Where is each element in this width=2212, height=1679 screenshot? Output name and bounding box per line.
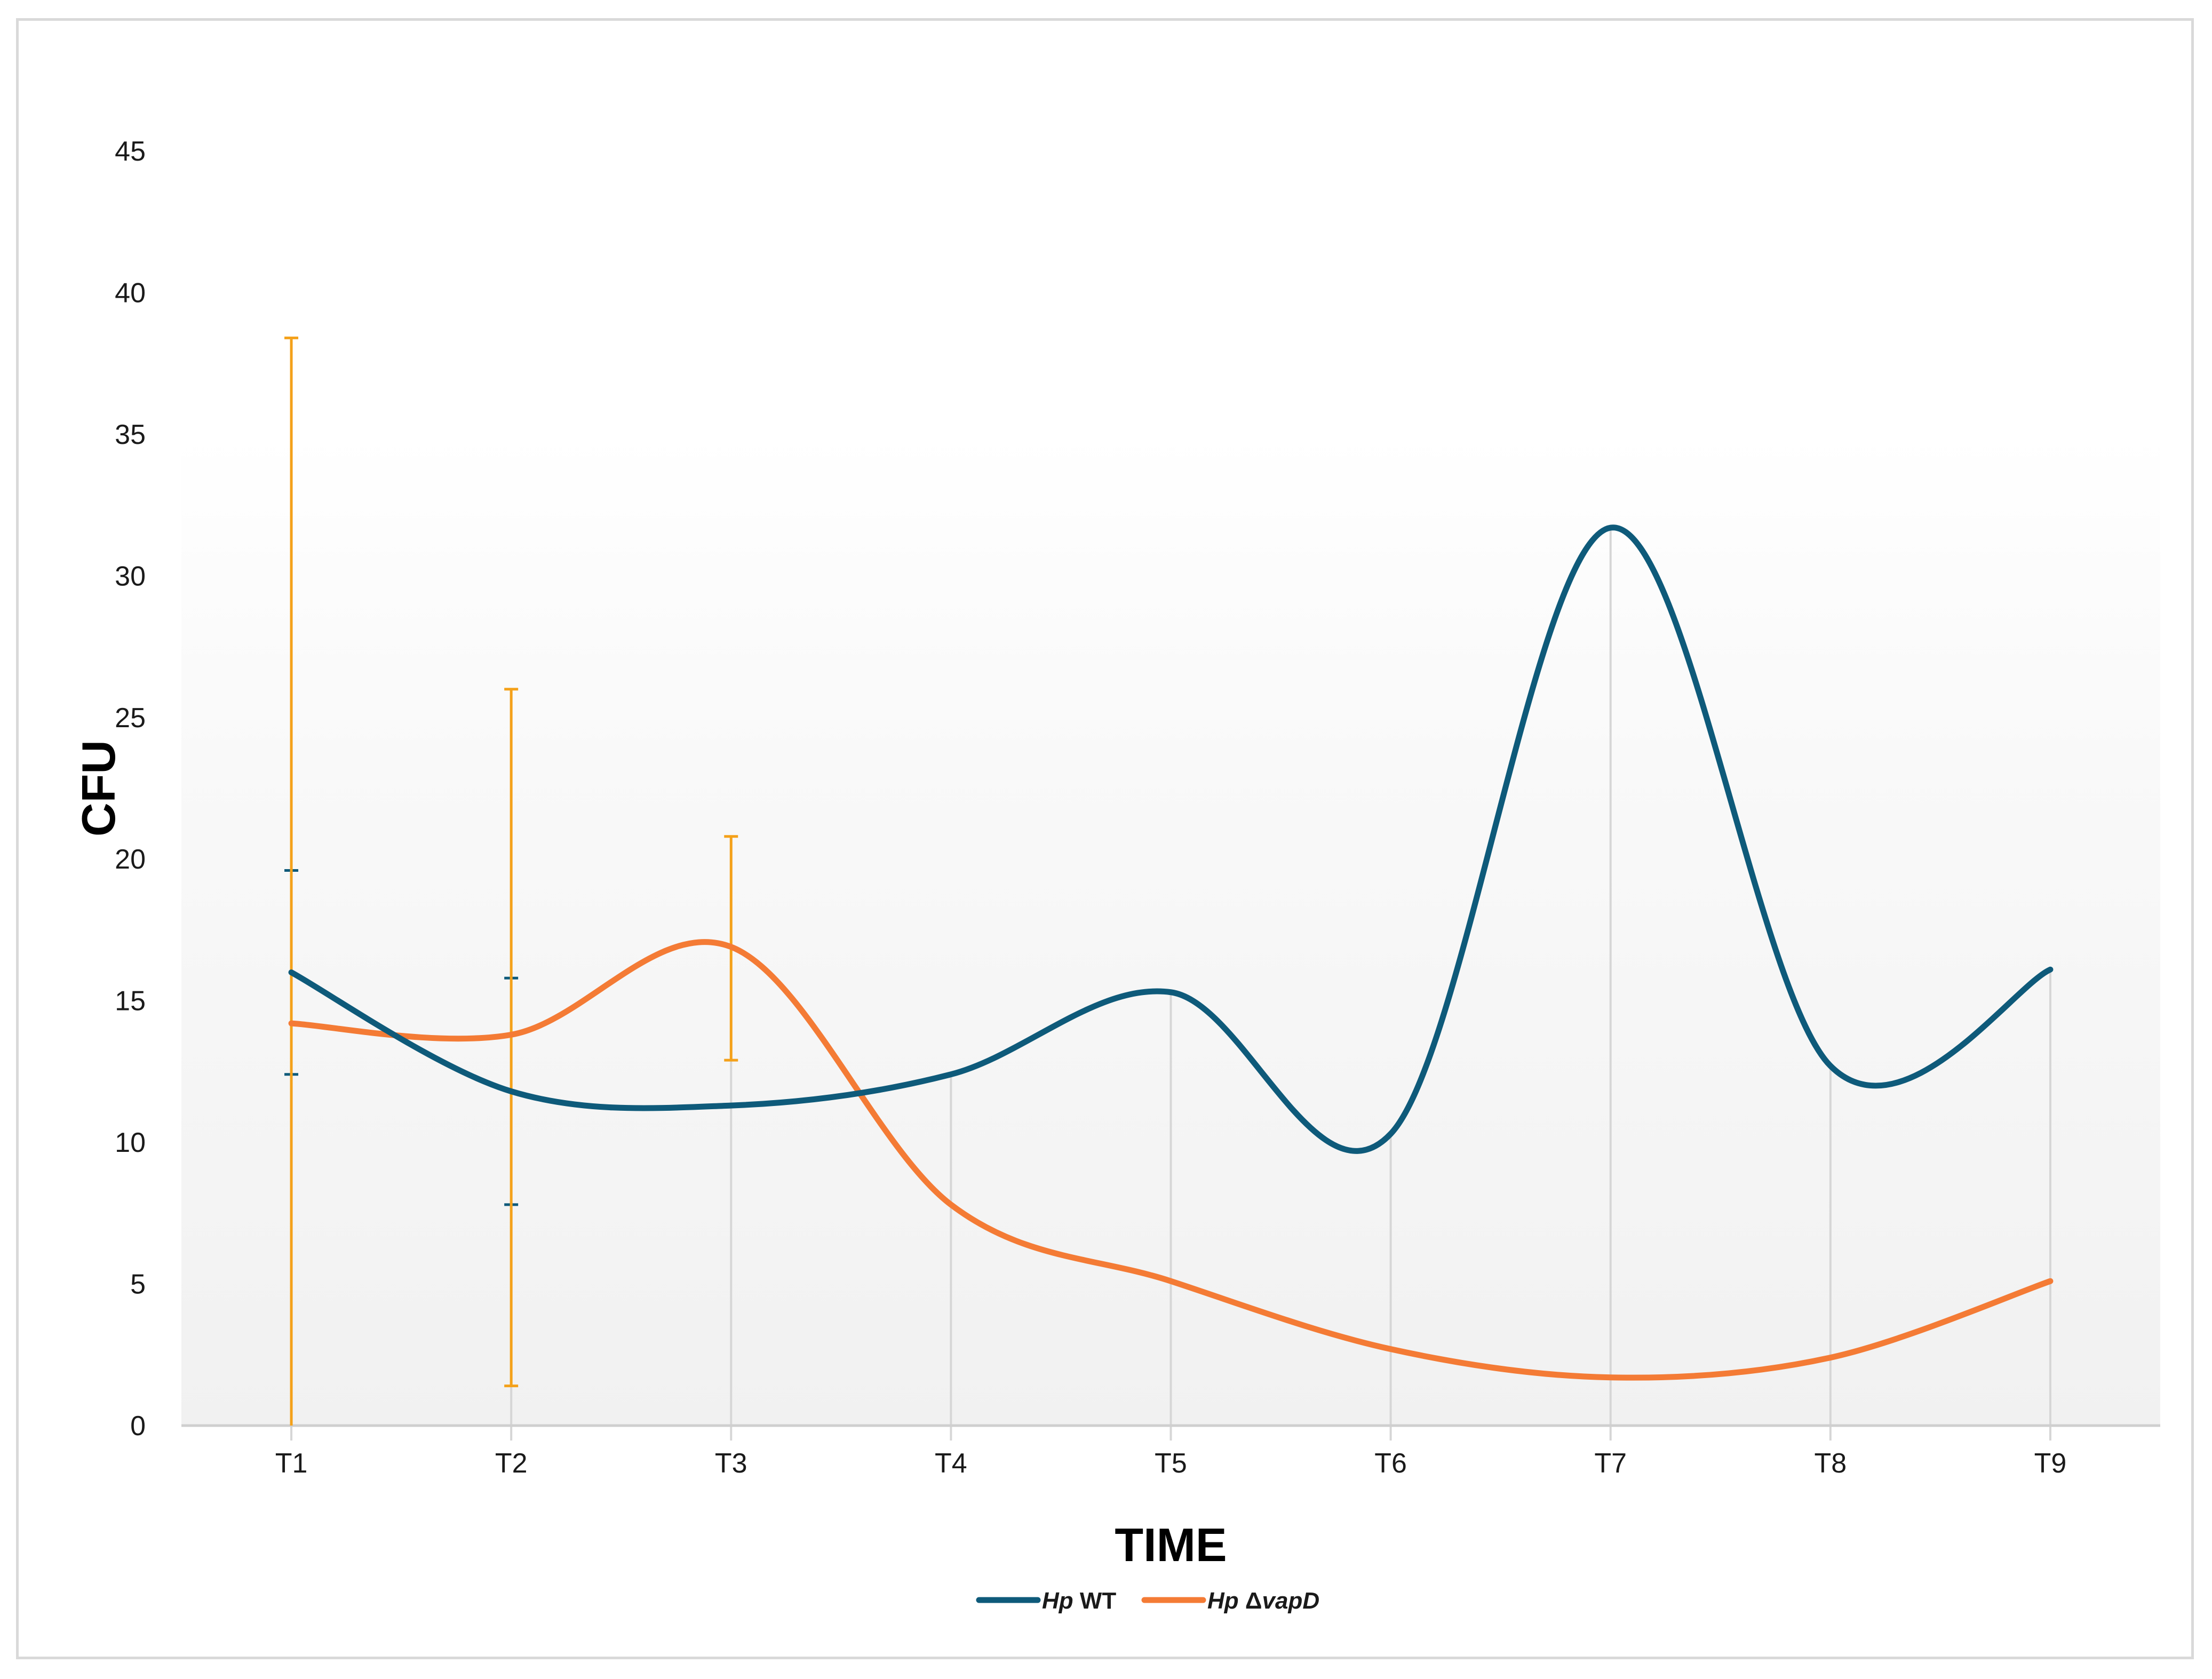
x-axis-title: TIME xyxy=(1115,1518,1227,1571)
legend-label: Hp ΔvapD xyxy=(1207,1588,1319,1614)
tick-labels: 0 5 10 15 20 25 30 35 40 45 T1 T2 T3 T4 T5 T6 T7 T8 T9 xyxy=(115,136,2066,1479)
x-tick-label: T1 xyxy=(275,1448,308,1479)
y-tick-label: 25 xyxy=(115,703,146,734)
x-tick-label: T2 xyxy=(495,1448,528,1479)
legend: Hp WT Hp ΔvapD xyxy=(976,1588,1319,1614)
y-tick-label: 45 xyxy=(115,136,146,167)
y-tick-label: 0 xyxy=(130,1411,146,1442)
line-chart: 0 5 10 15 20 25 30 35 40 45 T1 T2 T3 T4 T5 T6 T7 T8 T9 CFU… xyxy=(72,136,2160,1614)
series-lines xyxy=(288,524,2054,1381)
legend-label: Hp WT xyxy=(1042,1588,1116,1614)
y-tick-label: 35 xyxy=(115,419,146,450)
chart-frame: 0 5 10 15 20 25 30 35 40 45 T1 T2 T3 T4 T5 T6 T7 T8 T9 CFU… xyxy=(16,18,2194,1659)
y-tick-label: 40 xyxy=(115,277,146,308)
x-tick-label: T8 xyxy=(1814,1448,1847,1479)
series-line xyxy=(288,524,2054,1154)
y-tick-label: 5 xyxy=(130,1269,146,1300)
y-tick-label: 20 xyxy=(115,844,146,875)
x-tick-label: T7 xyxy=(1594,1448,1627,1479)
y-tick-label: 15 xyxy=(115,986,146,1017)
y-tick-label: 10 xyxy=(115,1127,146,1158)
series-line xyxy=(288,939,2054,1381)
x-tick-label: T9 xyxy=(2034,1448,2067,1479)
y-axis-title: CFU xyxy=(72,740,125,837)
x-tick-label: T6 xyxy=(1374,1448,1407,1479)
x-tick-label: T5 xyxy=(1155,1448,1187,1479)
x-tick-label: T4 xyxy=(935,1448,967,1479)
x-tick-label: T3 xyxy=(715,1448,747,1479)
y-tick-label: 30 xyxy=(115,561,146,592)
